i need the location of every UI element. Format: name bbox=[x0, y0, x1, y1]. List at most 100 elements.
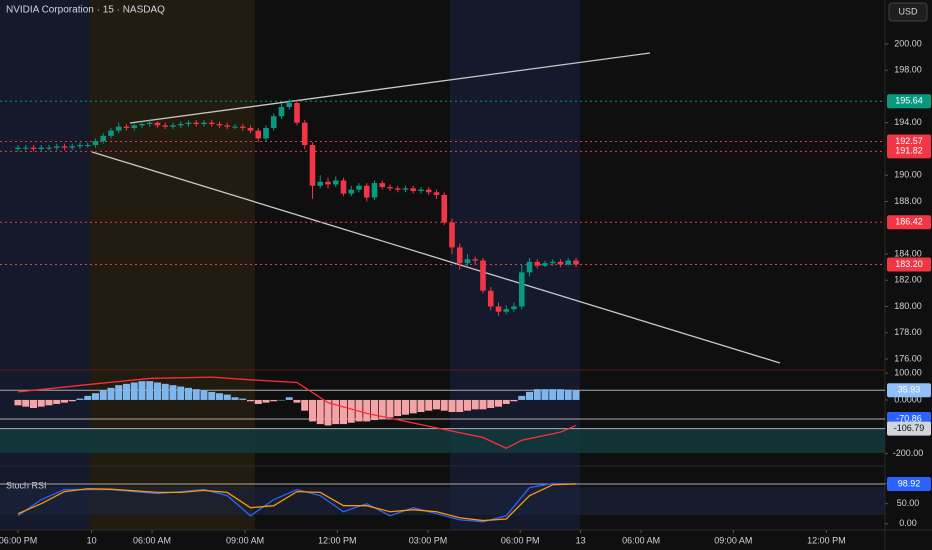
candle-body bbox=[69, 146, 76, 148]
histogram-bar bbox=[432, 399, 440, 410]
histogram-bar bbox=[270, 399, 278, 402]
price-tag-label: -106.79 bbox=[894, 423, 925, 433]
candle-body bbox=[402, 188, 409, 190]
y-tick-label: 0.0000 bbox=[894, 394, 922, 404]
histogram-bar bbox=[84, 395, 92, 400]
histogram-bar bbox=[153, 382, 161, 400]
candle-body bbox=[185, 122, 192, 125]
histogram-bar bbox=[409, 399, 417, 414]
x-tick-label: 13 bbox=[576, 535, 586, 545]
candle-body bbox=[115, 126, 122, 131]
histogram-bar bbox=[115, 385, 123, 400]
histogram-bar bbox=[572, 390, 580, 400]
candle-body bbox=[208, 122, 215, 125]
candle-body bbox=[247, 127, 254, 131]
x-tick-label: 06:00 PM bbox=[501, 535, 540, 545]
histogram-bar bbox=[208, 391, 216, 400]
histogram-bar bbox=[184, 387, 192, 400]
histogram-bar bbox=[138, 381, 146, 400]
candle-body bbox=[139, 124, 145, 126]
candle-body bbox=[232, 126, 238, 128]
x-tick-label: 10 bbox=[87, 535, 97, 545]
histogram-bar bbox=[378, 399, 386, 419]
stoch-title: Stoch RSI bbox=[6, 480, 47, 490]
candle-body bbox=[100, 135, 107, 142]
candle-body bbox=[573, 260, 579, 265]
histogram-bar bbox=[60, 399, 68, 403]
histogram-bar bbox=[332, 399, 340, 425]
histogram-bar bbox=[533, 389, 541, 400]
histogram-bar bbox=[223, 394, 231, 400]
y-tick-label: 178.00 bbox=[894, 327, 922, 337]
currency-box[interactable] bbox=[888, 2, 928, 22]
candle-body bbox=[154, 122, 161, 126]
histogram-bar bbox=[363, 399, 371, 422]
histogram-bar bbox=[45, 399, 53, 406]
oscillator-band bbox=[0, 428, 885, 453]
candle-body bbox=[92, 141, 99, 146]
price-tag bbox=[887, 215, 931, 230]
candle-body bbox=[549, 261, 556, 264]
histogram-bar bbox=[68, 399, 76, 402]
candle-body bbox=[394, 188, 401, 190]
candle-body bbox=[418, 189, 424, 191]
histogram-bar bbox=[200, 390, 208, 400]
histogram-bar bbox=[239, 398, 247, 400]
candle-body bbox=[472, 259, 479, 261]
candle-body bbox=[542, 263, 548, 266]
y-tick-label: 198.00 bbox=[894, 65, 922, 75]
candle-body bbox=[511, 306, 517, 310]
histogram-bar bbox=[487, 399, 495, 408]
x-tick-label: 09:00 AM bbox=[226, 535, 264, 545]
candle-body bbox=[216, 124, 223, 126]
candle-body bbox=[557, 261, 564, 265]
trendline bbox=[91, 151, 781, 364]
histogram-bar bbox=[246, 399, 254, 402]
candle-body bbox=[371, 183, 378, 198]
candle-body bbox=[379, 183, 386, 188]
candle-body bbox=[131, 125, 138, 128]
histogram-bar bbox=[541, 389, 549, 400]
price-tag bbox=[887, 421, 931, 436]
candle-body bbox=[263, 127, 269, 139]
candle-body bbox=[356, 185, 362, 190]
candle-body bbox=[77, 145, 83, 147]
candle-body bbox=[38, 147, 45, 149]
oscillator-line bbox=[17, 376, 577, 450]
candle-body bbox=[425, 189, 432, 193]
candle-body bbox=[495, 306, 502, 312]
candle-body bbox=[363, 185, 370, 198]
candle-body bbox=[387, 187, 393, 189]
candle-body bbox=[170, 125, 176, 127]
y-tick-label: 180.00 bbox=[894, 301, 922, 311]
candle-body bbox=[309, 145, 316, 186]
candle-body bbox=[441, 194, 448, 223]
y-tick-label: 182.00 bbox=[894, 275, 922, 285]
candle-body bbox=[317, 181, 324, 186]
histogram-bar bbox=[370, 399, 378, 421]
histogram-bar bbox=[177, 386, 185, 400]
candle-body bbox=[270, 116, 277, 128]
histogram-bar bbox=[339, 399, 347, 425]
x-tick-label: 03:00 PM bbox=[409, 535, 448, 545]
histogram-bar bbox=[37, 399, 45, 407]
histogram-bar bbox=[456, 399, 464, 413]
histogram-bar bbox=[254, 399, 262, 404]
candle-body bbox=[61, 146, 68, 148]
candle-body bbox=[201, 122, 207, 125]
candle-body bbox=[193, 122, 200, 125]
histogram-bar bbox=[463, 399, 471, 411]
histogram-bar bbox=[308, 399, 316, 422]
candle-body bbox=[348, 189, 355, 194]
histogram-bar bbox=[99, 390, 107, 400]
currency[interactable]: USD bbox=[898, 6, 918, 16]
price-tag bbox=[887, 476, 931, 491]
histogram-bar bbox=[324, 399, 332, 426]
candle-body bbox=[534, 261, 541, 266]
price-tag bbox=[887, 257, 931, 272]
x-tick-label: 06:00 AM bbox=[622, 535, 660, 545]
histogram-bar bbox=[169, 385, 177, 400]
y-tick-label: 0.00 bbox=[899, 518, 917, 528]
candle-body bbox=[84, 145, 91, 147]
